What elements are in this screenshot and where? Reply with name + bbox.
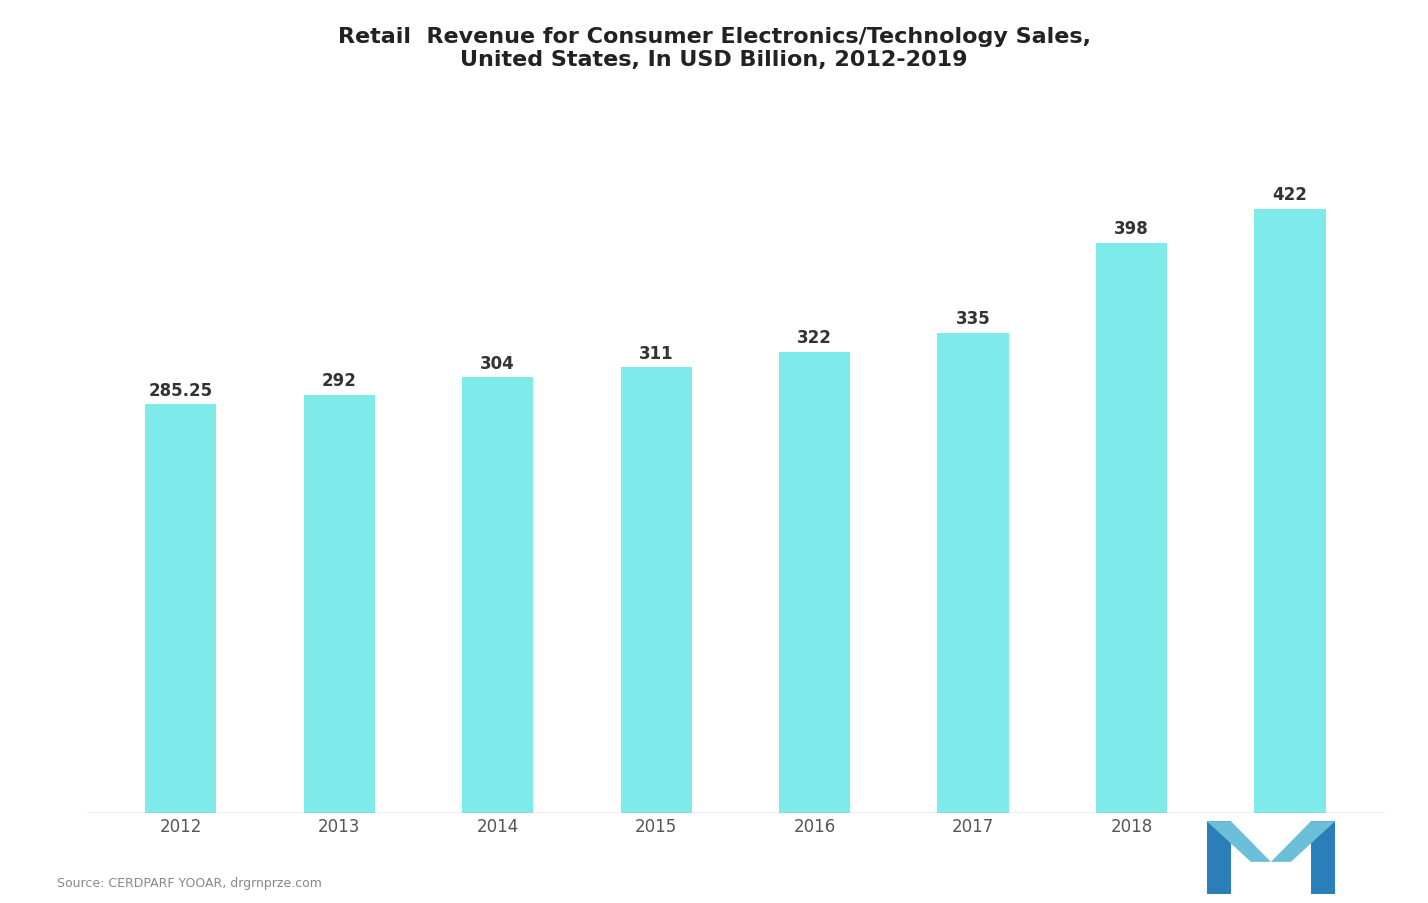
Text: 422: 422: [1272, 186, 1308, 203]
Text: Retail  Revenue for Consumer Electronics/Technology Sales,
United States, In USD: Retail Revenue for Consumer Electronics/…: [337, 27, 1091, 70]
Bar: [1095, 244, 1167, 813]
Text: 322: 322: [797, 329, 833, 347]
Text: 304: 304: [480, 354, 516, 372]
Text: 398: 398: [1114, 220, 1150, 237]
Bar: [780, 352, 850, 813]
Text: 335: 335: [955, 310, 991, 328]
Bar: [621, 368, 691, 813]
Polygon shape: [1311, 822, 1335, 894]
Bar: [304, 396, 376, 813]
Bar: [937, 334, 1008, 813]
Bar: [1254, 209, 1325, 813]
Polygon shape: [1271, 822, 1335, 861]
Text: Source: CERDPARF YOOAR, drgrnprze.com: Source: CERDPARF YOOAR, drgrnprze.com: [57, 877, 321, 889]
Text: 285.25: 285.25: [149, 381, 213, 399]
Text: 292: 292: [321, 371, 357, 389]
Text: 311: 311: [638, 344, 674, 362]
Bar: [146, 405, 217, 813]
Polygon shape: [1207, 822, 1271, 861]
Bar: [463, 378, 534, 813]
Polygon shape: [1207, 822, 1231, 894]
